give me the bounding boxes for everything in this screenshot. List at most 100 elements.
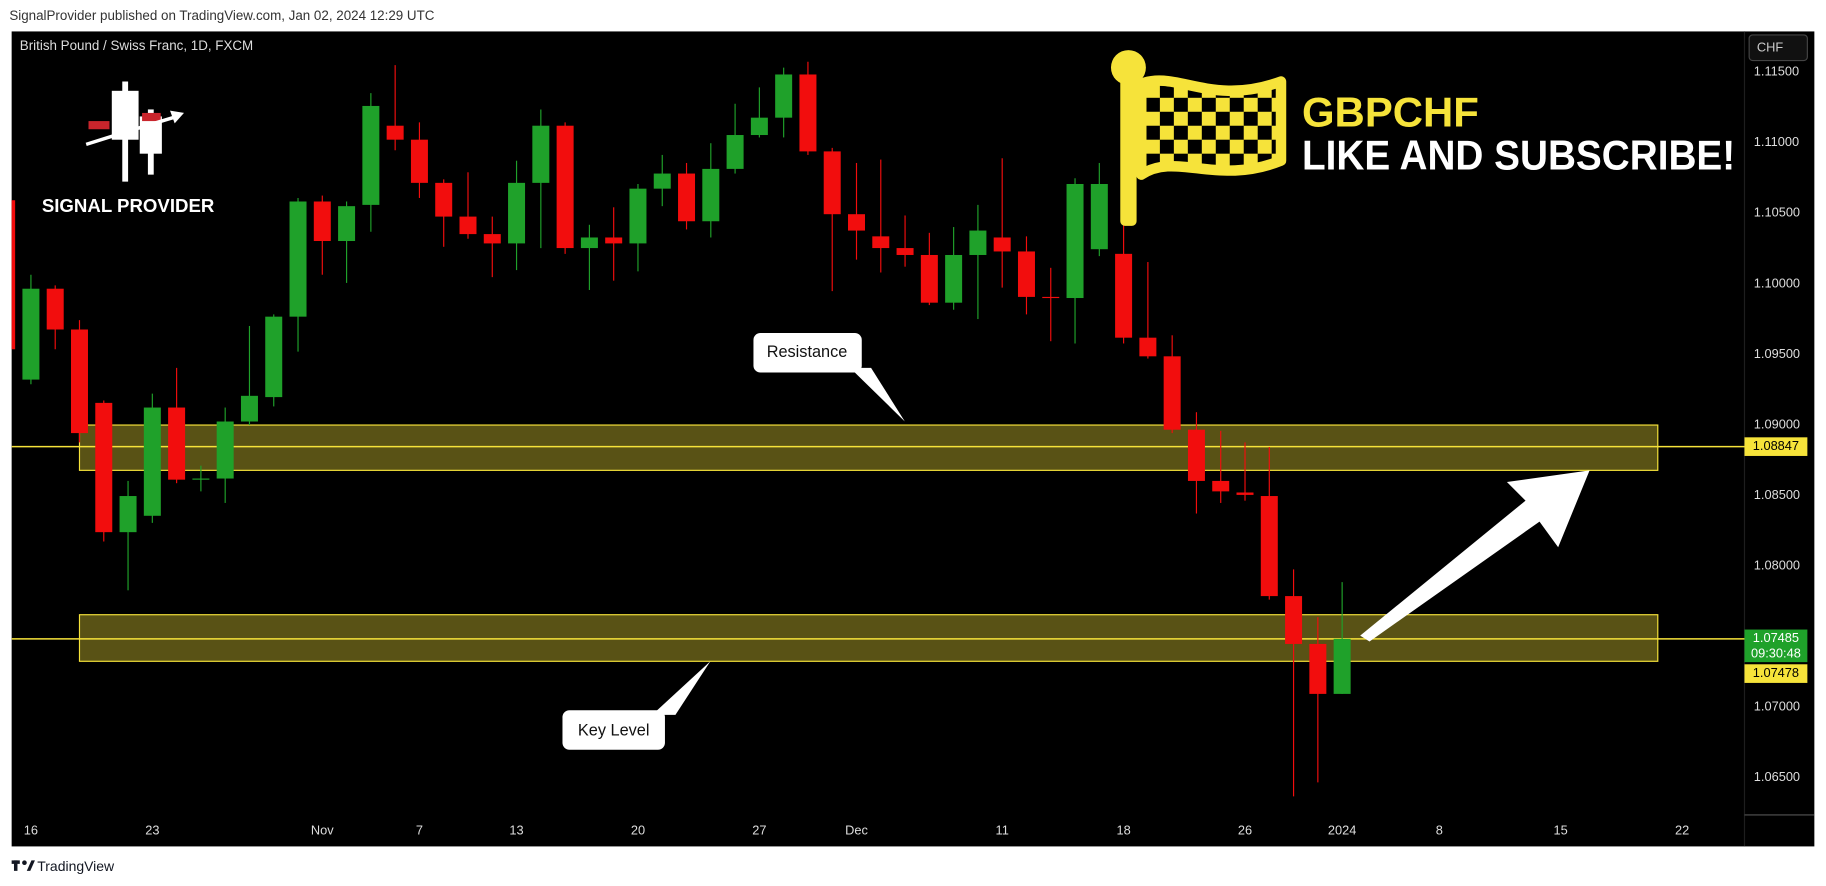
x-tick-label: 16 (24, 823, 38, 838)
countdown-label: 09:30:48 (1751, 645, 1801, 660)
y-tick-label: 1.11500 (1754, 64, 1799, 79)
currency-label[interactable]: CHF (1757, 40, 1783, 55)
footer-brand: TradingView (37, 858, 115, 874)
y-tick-label: 1.09500 (1754, 346, 1800, 361)
candle-body (726, 135, 744, 169)
cta-annotation: LIKE AND SUBSCRIBE! (1302, 131, 1735, 178)
candle-body (386, 125, 404, 140)
candle-body (119, 496, 137, 533)
zone (78, 424, 1659, 471)
candle-body (945, 254, 963, 303)
y-tick-label: 1.11000 (1754, 134, 1799, 149)
candle-body (1042, 296, 1060, 299)
candle-body (11, 200, 16, 350)
x-tick-label: 13 (509, 823, 523, 838)
price-tag (1744, 629, 1808, 663)
candle-body (483, 234, 501, 244)
x-tick-label: 2024 (1328, 823, 1356, 838)
candle-body (338, 206, 356, 242)
candle-body (678, 173, 696, 222)
candle-body (653, 173, 671, 189)
candle-body (1090, 183, 1108, 250)
candle-body (1212, 480, 1230, 492)
candle-body (265, 316, 283, 398)
resistance-label: Resistance (767, 343, 848, 361)
y-tick-label: 1.10000 (1754, 275, 1800, 290)
price-tag (1744, 664, 1808, 683)
flag-icon (1110, 50, 1287, 226)
x-tick-label: 8 (1436, 823, 1443, 838)
candle-body (1163, 356, 1181, 430)
candle-body (580, 237, 598, 249)
candle-body (313, 201, 331, 242)
candle-body (1017, 251, 1035, 297)
x-tick-label: 27 (752, 823, 766, 838)
chart-frame (11, 31, 1815, 847)
candle-body (969, 230, 987, 255)
candle-body (1187, 429, 1205, 481)
x-tick-label: Nov (311, 823, 334, 838)
candle-body (702, 168, 720, 222)
candle-body (872, 236, 890, 249)
x-tick-label: Dec (845, 823, 868, 838)
footer-logo (11, 860, 35, 871)
x-tick-label: 23 (145, 823, 159, 838)
candle-body (750, 117, 768, 136)
candle-body (896, 248, 914, 255)
candle-body (95, 402, 113, 533)
candle-body (532, 125, 550, 183)
candle-body (362, 105, 380, 205)
y-tick-label: 1.08500 (1754, 487, 1800, 502)
price-tag-label: 1.07478 (1753, 665, 1799, 680)
candle-body (70, 329, 88, 434)
y-tick-label: 1.07000 (1754, 699, 1800, 714)
candle-body (920, 254, 938, 303)
price-tag-label: 1.08847 (1753, 438, 1799, 453)
currency-button[interactable] (1748, 34, 1808, 62)
candle-body (168, 407, 186, 480)
target-arrow (1360, 470, 1590, 642)
candle-body (605, 237, 623, 244)
x-tick-label: 11 (996, 823, 1009, 838)
y-tick-label: 1.09000 (1754, 416, 1800, 431)
candle-body (240, 395, 258, 422)
x-tick-label: 7 (416, 823, 423, 838)
candle-body (216, 421, 234, 479)
candle-body (629, 188, 647, 244)
candle-body (410, 139, 428, 183)
candle-body (1236, 492, 1254, 495)
y-tick-label: 1.10500 (1754, 205, 1800, 220)
x-tick-label: 18 (1116, 823, 1130, 838)
candle-body (289, 201, 307, 317)
publish-header: SignalProvider published on TradingView.… (9, 8, 434, 23)
candle-body (1260, 496, 1278, 597)
chart-title: British Pound / Swiss Franc, 1D, FXCM (20, 38, 253, 53)
symbol-annotation: GBPCHF (1302, 88, 1479, 135)
candle-body (1333, 638, 1351, 694)
candle-body (1285, 596, 1303, 644)
brand-logo (85, 81, 184, 182)
x-tick-label: 20 (631, 823, 645, 838)
candle-body (192, 478, 210, 480)
candle-body (22, 288, 40, 380)
candle-body (508, 182, 526, 244)
brand-name: SIGNAL PROVIDER (42, 195, 215, 216)
x-tick-label: 22 (1675, 823, 1689, 838)
overlay: 1.065001.070001.075001.080001.085001.090… (24, 64, 1808, 838)
x-tick-label: 15 (1554, 823, 1568, 838)
price-tag (1744, 437, 1808, 456)
candle-body (1066, 183, 1084, 299)
key-level-label: Key Level (578, 721, 650, 739)
candle-body (459, 216, 477, 235)
candle-body (556, 125, 574, 249)
y-tick-label: 1.06500 (1754, 769, 1800, 784)
candle-body (775, 74, 793, 118)
candle-body (848, 214, 866, 231)
candle-body (1309, 643, 1327, 694)
candle-body (435, 182, 453, 217)
candle-body (1115, 253, 1133, 338)
candle-body (823, 151, 841, 215)
candle-body (46, 288, 64, 330)
